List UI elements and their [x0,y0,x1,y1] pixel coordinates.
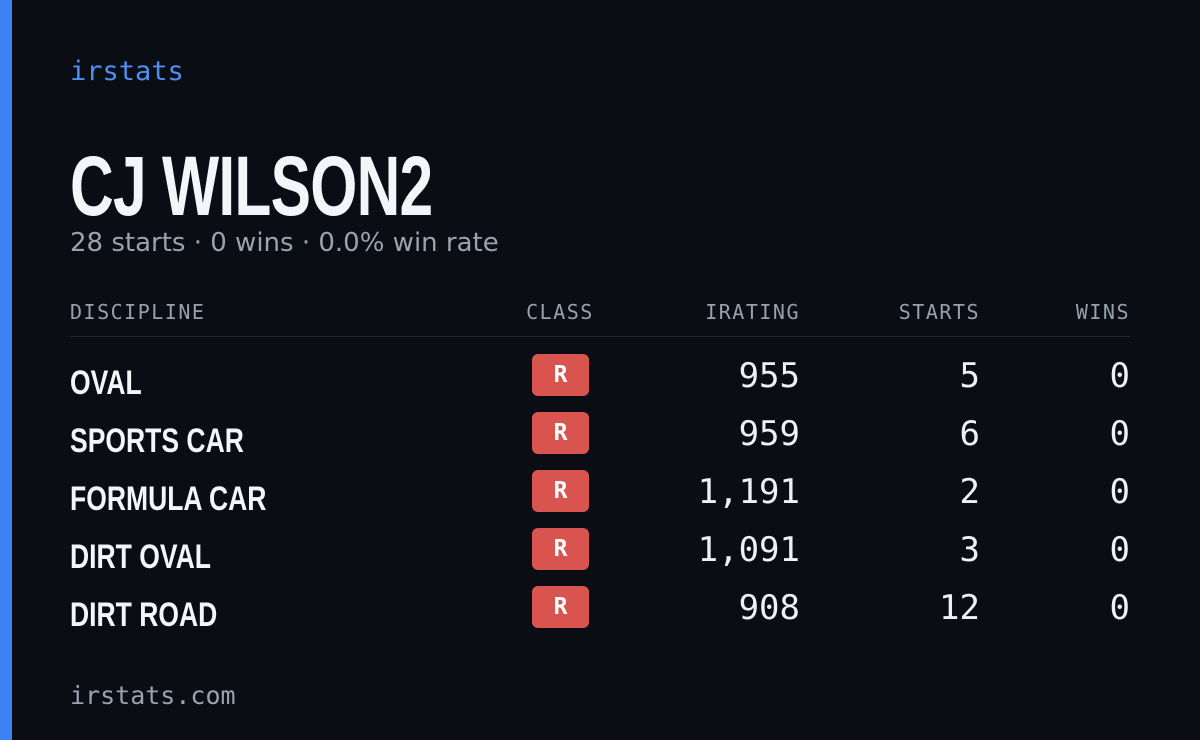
discipline: DIRT ROAD [70,596,218,634]
title: CJ WILSON2 [70,139,433,233]
column-header: IRATING [705,300,800,324]
irating: 955 [738,356,800,396]
column-header: STARTS [898,300,980,324]
wins: 0 [1109,414,1130,454]
wins: 0 [1109,356,1130,396]
starts: 5 [959,356,980,396]
brand: irstats [70,56,184,87]
irating: 1,091 [697,530,800,570]
class-badge: R [532,412,589,454]
class-badge: R [532,470,589,512]
divider [70,336,1130,337]
class-badge: R [532,586,589,628]
starts: 3 [959,530,980,570]
starts: 2 [959,472,980,512]
discipline: DIRT OVAL [70,538,211,576]
wins: 0 [1109,472,1130,512]
footer: irstats.com [70,681,236,710]
discipline: OVAL [70,364,142,402]
subtitle: 28 starts · 0 wins · 0.0% win rate [70,228,499,258]
column-header: WINS [1075,300,1130,324]
irating: 908 [738,588,800,628]
column-header: CLASS [526,300,594,324]
wins: 0 [1109,588,1130,628]
wins: 0 [1109,530,1130,570]
irating: 959 [738,414,800,454]
discipline: FORMULA CAR [70,480,267,518]
starts: 12 [939,588,980,628]
class-badge: R [532,354,589,396]
irating: 1,191 [697,472,800,512]
discipline: SPORTS CAR [70,422,244,460]
accent-bar [0,0,12,740]
starts: 6 [959,414,980,454]
class-badge: R [532,528,589,570]
column-header: DISCIPLINE [70,300,206,324]
